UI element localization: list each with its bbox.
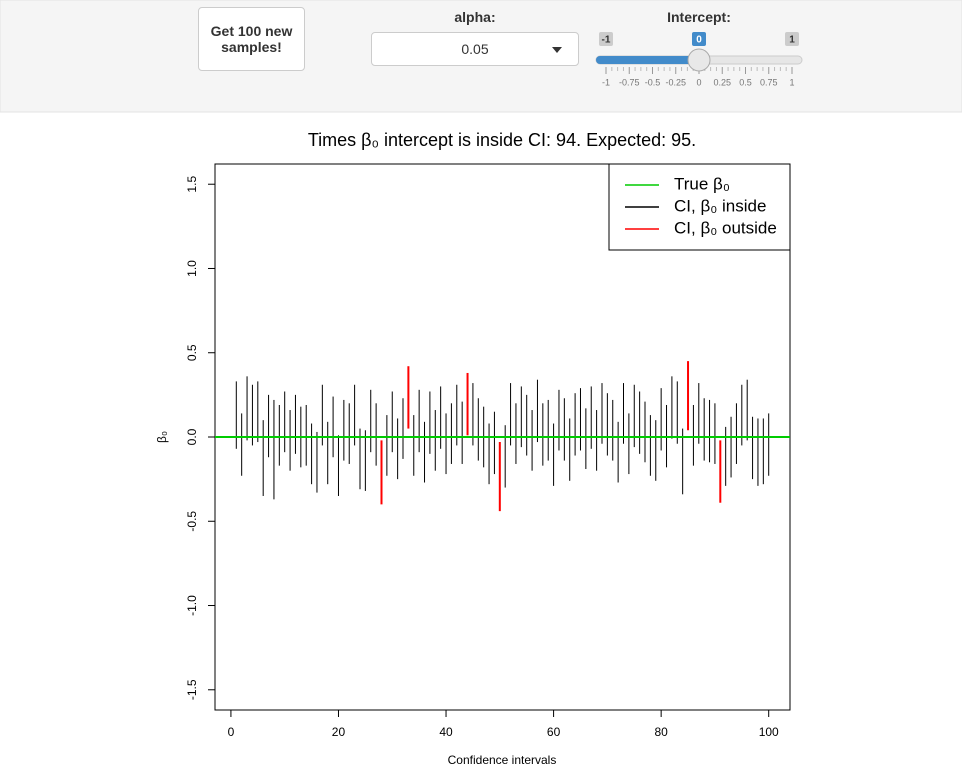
caret [552,47,562,53]
new-samples-button[interactable]: Get 100 new samples! [198,7,305,71]
slider-bubble [785,32,799,46]
slider-tick-label: -1 [602,77,610,87]
x-tick-label: 0 [228,725,235,739]
alpha-value: 0.05 [461,41,489,57]
x-tick-label: 40 [439,725,453,739]
slider-tick-label: 0.25 [713,77,731,87]
slider-bubble [599,32,613,46]
slider-tick-label: 0.75 [760,77,778,87]
x-tick-label: 100 [759,725,779,739]
y-tick-label: 1.5 [185,176,199,193]
x-tick-label: 60 [547,725,561,739]
y-tick-label: 0.0 [185,428,199,445]
legend-label: True β₀ [674,174,730,193]
slider-tick-label: -0.75 [619,77,640,87]
slider-min-label: -1 [602,35,611,46]
x-axis-label: Confidence intervals [448,753,557,767]
x-tick-label: 20 [332,725,346,739]
slider-fill [596,56,699,64]
y-axis-label: β₀ [155,431,169,443]
slider-value-label: 0 [696,35,702,46]
legend-label: CI, β₀ inside [674,196,766,215]
slider-bubble [692,32,706,46]
alpha-label: alpha: [454,9,496,25]
slider-max-label: 1 [789,35,795,46]
y-tick-label: 1.0 [185,260,199,277]
slider-tick-label: 1 [789,77,794,87]
chart-title: Times β₀ intercept is inside CI: 94. Exp… [308,130,696,150]
legend-label: CI, β₀ outside [674,218,777,237]
intercept-label: Intercept: [667,9,731,25]
slider-tick-label: -0.25 [665,77,686,87]
y-tick-label: 0.5 [185,344,199,361]
x-tick-label: 80 [654,725,668,739]
slider-tick-label: 0.5 [739,77,752,87]
slider-handle[interactable] [687,48,711,72]
slider-tick-label: 0 [696,77,701,87]
y-tick-label: -1.5 [185,679,199,700]
slider-tick-label: -0.5 [645,77,661,87]
y-tick-label: -0.5 [185,511,199,532]
y-tick-label: -1.0 [185,595,199,616]
alpha-select[interactable]: 0.05 [371,32,579,66]
